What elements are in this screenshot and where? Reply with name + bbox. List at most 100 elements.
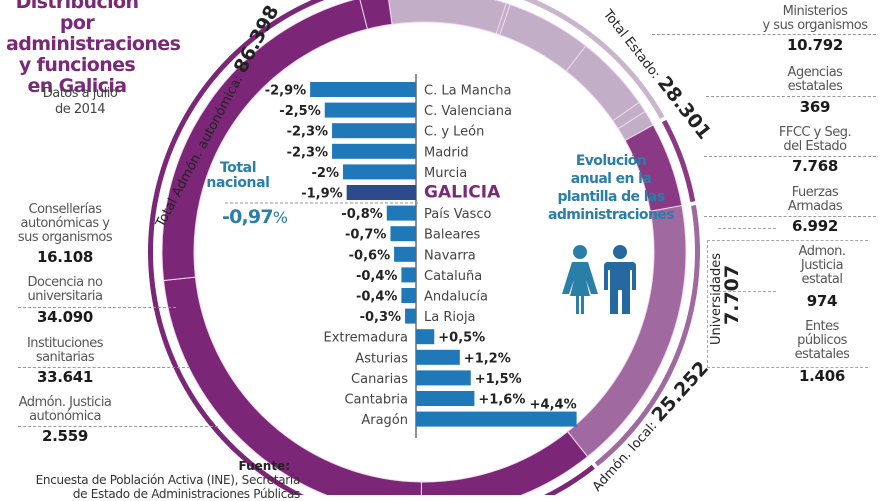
bar (332, 123, 416, 139)
bar (346, 185, 416, 200)
label-line: estatal (801, 272, 843, 287)
left-item-label: Admón. Justicia autonómica (6, 396, 124, 424)
left-item-value: 34.090 (36, 308, 94, 326)
leader-line (18, 307, 176, 308)
label-line: Entes (805, 319, 839, 334)
value-label: -2,5% (279, 104, 320, 119)
bar (401, 267, 416, 283)
bar (390, 226, 416, 242)
value-label: -2,3% (287, 125, 328, 140)
bar (416, 391, 475, 406)
value-label: +4,4% (530, 398, 577, 413)
bar (416, 329, 435, 345)
right-item-label: Entes públicos estatales (770, 320, 874, 362)
right-item-value: 369 (799, 98, 831, 116)
value-label: +1,2% (464, 351, 511, 366)
label-line: Admón. Justicia (18, 395, 112, 410)
value-label: -0,8% (341, 207, 382, 222)
value-label: -0,4% (356, 269, 397, 284)
source-line: Encuesta de Población Activa (INE), Secr… (35, 473, 301, 487)
label-line: Armadas (787, 199, 843, 214)
bar (416, 349, 460, 365)
left-item-value: 2.559 (42, 427, 88, 445)
left-item-value: 33.641 (36, 368, 94, 386)
bar (324, 102, 416, 118)
category-label: GALICIA (424, 183, 501, 203)
right-item-value: 10.792 (786, 36, 844, 54)
title-line: anual en la (570, 171, 652, 187)
title-line: en Galicia (27, 75, 127, 97)
left-item-value: 16.108 (36, 248, 94, 266)
bar-chart-title: Evolución anual en la plantilla de las a… (536, 152, 686, 224)
label-line: sus organismos (17, 230, 113, 245)
label-line: autonómica (29, 409, 101, 424)
category-label: Cantabria (344, 393, 408, 408)
label-line: Fuerzas (791, 185, 839, 200)
category-label: Navarra (424, 248, 476, 263)
bar (343, 164, 416, 180)
title-line: administraciones (548, 207, 675, 223)
title-line: Distribución por (15, 0, 139, 34)
category-label: Murcia (424, 166, 467, 181)
label-line: Admon. (798, 244, 846, 259)
label-line: sanitarias (35, 350, 95, 365)
source-line: de Estado de Administraciones Públicas (72, 487, 300, 501)
label-line: Total (219, 160, 257, 176)
unit-text: % (272, 208, 288, 227)
bar (386, 205, 416, 221)
label-line: Agencias (787, 65, 843, 80)
leader-line (18, 426, 218, 427)
value-label: +1,5% (475, 372, 522, 387)
label-line: autonómicas y (20, 216, 110, 231)
left-item-label: Docencia no universitaria (6, 276, 124, 304)
value-label: -0,3% (360, 310, 401, 325)
title-line: administraciones (6, 33, 181, 55)
bar (405, 308, 416, 324)
leader-line (704, 156, 876, 157)
man-icon (604, 245, 636, 314)
label-line: Consellerías (28, 202, 102, 217)
right-item-label: Admon. Justicia estatal (770, 245, 874, 287)
bar (416, 411, 577, 427)
ring-group-band (661, 119, 696, 203)
subtitle: Datos a julio de 2014 (30, 86, 130, 118)
page-title: Distribución por administraciones y func… (6, 0, 181, 97)
category-label: Extremadura (324, 331, 409, 346)
label-line: del Estado (783, 139, 847, 154)
subtitle-line: de 2014 (55, 102, 105, 117)
right-item-label: Agencias estatales (756, 66, 874, 94)
label-line: públicos (797, 333, 847, 348)
value-label: +1,6% (478, 393, 525, 408)
label-line: Instituciones (26, 336, 104, 351)
category-label: Andalucía (424, 290, 488, 305)
label-line: estatales (794, 347, 850, 362)
category-label: Aragón (361, 413, 408, 428)
right-item-value: 6.992 (792, 217, 838, 235)
value-label: -2% (312, 166, 339, 181)
label-line: y sus organismos (762, 18, 868, 33)
ring-total-value: 7.707 (721, 265, 743, 325)
title-line: Evolución (575, 153, 647, 169)
label-line: FFCC y Seg. (778, 125, 852, 140)
label-line: estatales (787, 79, 843, 94)
category-label: Cataluña (424, 269, 482, 284)
bar (416, 370, 471, 386)
bar (394, 246, 416, 262)
right-item-label: Fuerzas Armadas (756, 186, 874, 214)
leader-box (707, 240, 868, 368)
label-line: Justicia (800, 258, 844, 273)
right-item-label: Ministerios y sus organismos (756, 5, 874, 33)
ring-slice (359, 0, 393, 30)
right-item-value: 7.768 (792, 157, 838, 175)
leader-box (718, 228, 776, 292)
category-label: Asturias (355, 351, 408, 366)
category-label: Canarias (351, 372, 408, 387)
right-item-label: FFCC y Seg. del Estado (756, 126, 874, 154)
value-label: -2,3% (287, 145, 328, 160)
label-line: Ministerios (782, 4, 848, 19)
leader-line (706, 96, 876, 97)
category-label: C. Valenciana (424, 104, 512, 119)
